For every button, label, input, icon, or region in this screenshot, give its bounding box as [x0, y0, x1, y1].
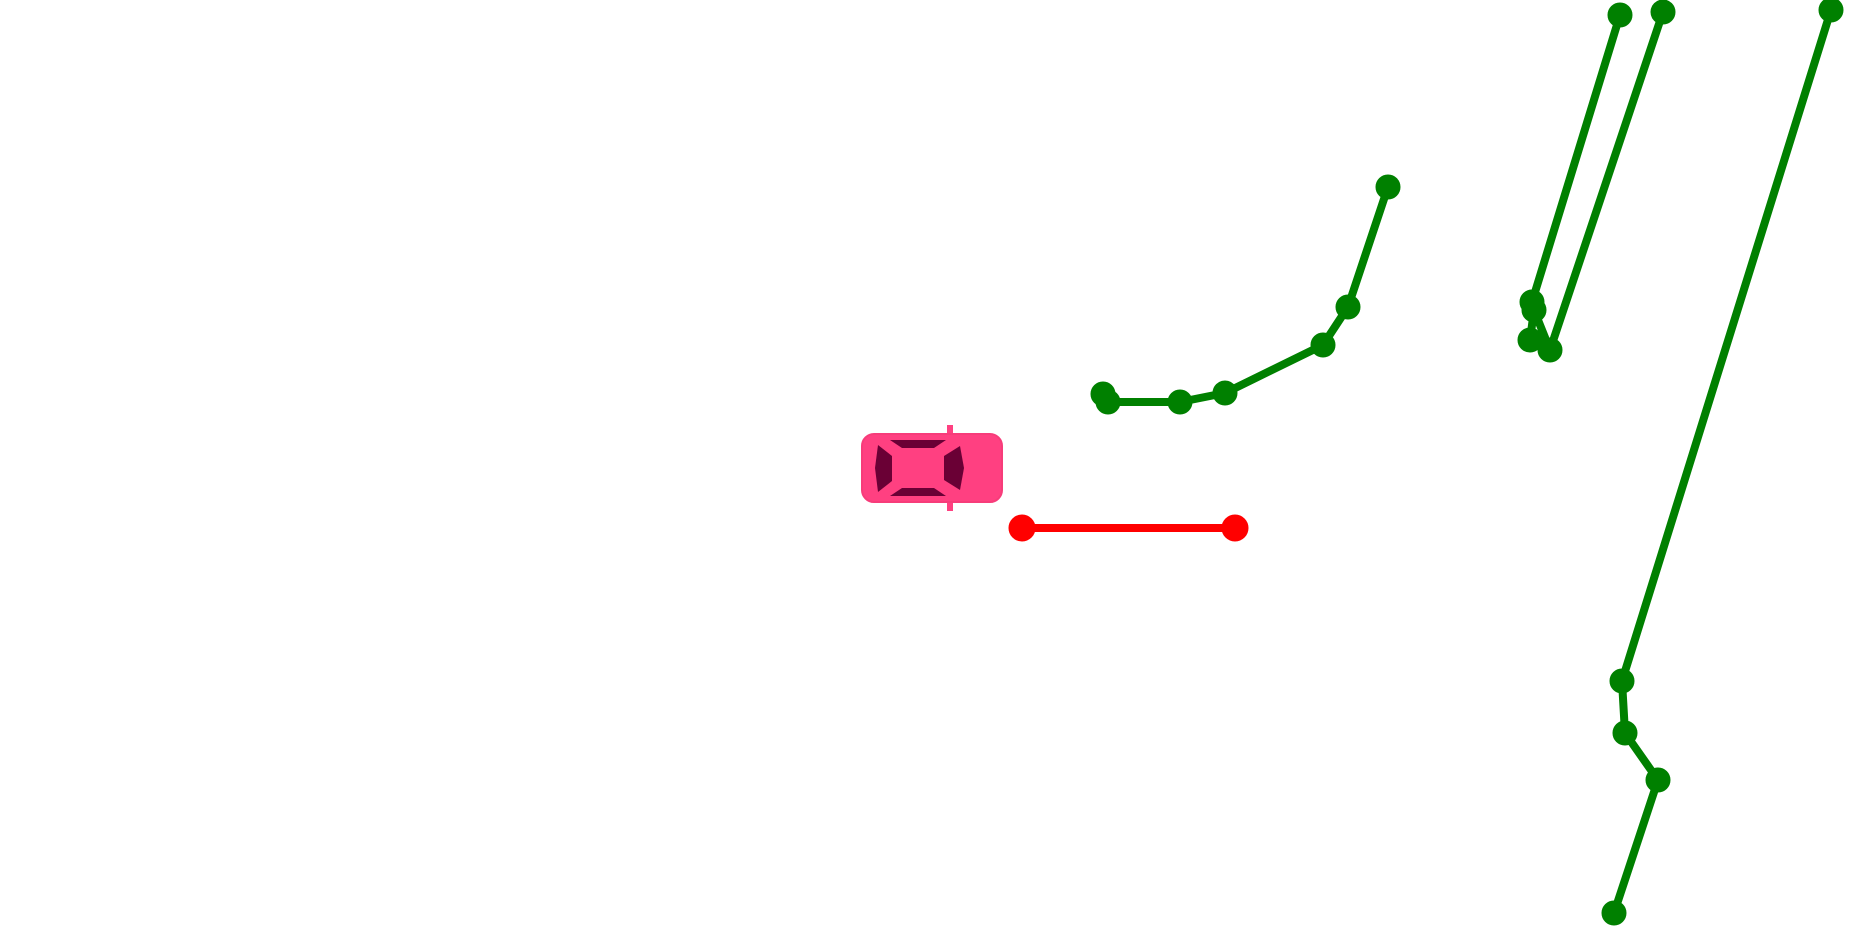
obstacle-node	[1609, 668, 1635, 694]
obstacle-node	[1607, 2, 1633, 28]
obstacle-node	[1601, 900, 1627, 926]
obstacle-node	[1375, 174, 1401, 200]
obstacle-polyline-right-upper	[1517, 0, 1676, 363]
obstacle-node	[1335, 294, 1361, 320]
obstacle-polyline-long	[1601, 0, 1844, 926]
car-antenna-top	[947, 425, 953, 437]
obstacle-node	[1521, 297, 1547, 323]
obstacle-node	[1095, 389, 1121, 415]
obstacle-node	[1537, 337, 1563, 363]
target-segment	[1008, 514, 1249, 542]
obstacle-node	[1645, 767, 1671, 793]
car-body	[861, 433, 1003, 503]
obstacle-node	[1517, 327, 1543, 353]
car-windshield-bottom	[890, 488, 946, 496]
obstacle-node	[1212, 380, 1238, 406]
car-windshield-top	[890, 440, 946, 448]
car-antenna-bottom	[947, 499, 953, 511]
car-icon[interactable]	[861, 425, 1003, 511]
car-rear-window	[875, 445, 892, 492]
obstacle-node	[1612, 720, 1638, 746]
target-endpoint-end	[1221, 514, 1249, 542]
obstacle-polylines	[1090, 0, 1844, 926]
obstacle-node	[1650, 0, 1676, 25]
obstacle-node	[1310, 332, 1336, 358]
obstacle-node	[1167, 389, 1193, 415]
obstacle-polyline-curve	[1090, 174, 1401, 415]
car-front-window	[944, 446, 964, 490]
target-endpoint-start	[1008, 514, 1036, 542]
obstacle-node	[1818, 0, 1844, 23]
